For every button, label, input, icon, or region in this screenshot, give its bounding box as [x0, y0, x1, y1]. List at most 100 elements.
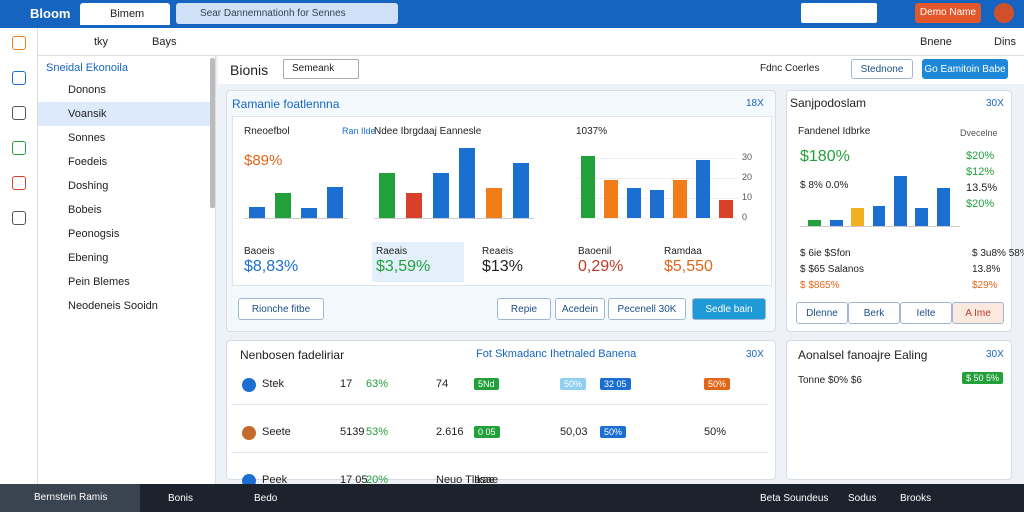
stat-label: Ramdaa [664, 246, 702, 257]
bar [936, 188, 950, 226]
toolbar [38, 28, 1024, 56]
sidebar-title: Sneidal Ekonoila [46, 62, 128, 74]
table-subtitle: Fot Skmadanc Ihetnaled Banena [476, 348, 637, 360]
bar [580, 156, 595, 218]
logo: Bloom [30, 6, 71, 21]
nav-item[interactable]: Pein Blemes [68, 276, 130, 288]
bottom-badge: 30X [986, 349, 1004, 360]
nav-item[interactable]: Peonogsis [68, 228, 120, 240]
chart-legend: Ran Ilde [342, 126, 376, 136]
nav-item[interactable]: Donons [68, 84, 106, 96]
bar [249, 207, 265, 218]
side-row-cell: $ 6ie $Sfon [800, 248, 851, 259]
row-divider [232, 404, 768, 405]
side-value-right: $12% [966, 166, 995, 178]
y-tick-label: 30 [742, 152, 753, 162]
page-title: Bionis [230, 62, 269, 78]
side-value: $180% [800, 148, 850, 165]
nav-item[interactable]: Neodeneis Sooidn [68, 300, 158, 312]
nav-item[interactable]: Voansik [38, 102, 210, 126]
row-divider [232, 452, 768, 453]
task-app[interactable]: Bonis [168, 493, 194, 504]
icon [12, 141, 26, 155]
y-tick-label: 20 [742, 172, 753, 182]
taskbar [0, 484, 1024, 512]
table-cell: 0 05 [474, 426, 500, 438]
stat-label: Baoeis [244, 246, 275, 257]
nav-item[interactable]: Doshing [68, 180, 109, 192]
button[interactable]: Sedle bain [692, 298, 766, 320]
tool[interactable]: Bnene [920, 36, 952, 48]
toolbar-back[interactable]: tky [94, 36, 109, 48]
filter[interactable]: Fdnc Coerles [760, 63, 820, 74]
bottom-tag: $ 50 5% [962, 372, 1004, 384]
bar [626, 188, 641, 218]
button-primary[interactable]: Go Eamitoin Babe [922, 59, 1008, 79]
side-row-cell: $ 3u8% 58% [972, 248, 1024, 259]
bar [432, 173, 449, 218]
tool[interactable]: Dins [994, 36, 1017, 48]
table-cell: 17 05 [340, 474, 368, 486]
stat-value: $8,83% [244, 258, 299, 275]
side-subtitle: Fandenel Idbrke [798, 126, 871, 137]
search[interactable]: Sear Dannemnationh for Sennes [176, 3, 398, 24]
bar [894, 176, 907, 226]
task-tray[interactable]: Sodus [848, 493, 877, 504]
nav-item[interactable]: Sonnes [68, 132, 106, 144]
table-badge: 30X [746, 349, 764, 360]
side-button[interactable]: Ielte [900, 302, 952, 324]
y-tick-label: 10 [742, 192, 753, 202]
nav-item[interactable]: Foedeis [68, 156, 108, 168]
task-tray[interactable]: Beta Soundeus [760, 493, 829, 504]
icon-column [0, 28, 38, 484]
side-button[interactable]: Dlenne [796, 302, 848, 324]
button[interactable]: Rionche fitbe [238, 298, 324, 320]
table-panel [226, 340, 776, 480]
side-baseline [800, 226, 960, 227]
row-icon [242, 378, 256, 392]
tab[interactable]: Bimem [80, 3, 170, 25]
bar [829, 220, 843, 226]
button[interactable]: Repie [497, 298, 551, 320]
bar [673, 180, 688, 218]
table-cell: 50% [704, 378, 731, 390]
task-tray[interactable]: Brooks [900, 493, 932, 504]
stat-value: $3,59% [376, 258, 431, 275]
bar [301, 208, 317, 218]
side-button[interactable]: A Ime [952, 302, 1004, 324]
task-user[interactable]: Bernstein Ramis [0, 484, 140, 512]
table-cell: 20% [366, 474, 389, 486]
table-cell: 5Nd [474, 378, 499, 390]
table-cell: Ikae [474, 474, 495, 486]
task-app[interactable]: Bedo [254, 493, 278, 504]
baseline [374, 218, 534, 219]
side-button[interactable]: Berk [848, 302, 900, 324]
bar [327, 187, 343, 218]
toolbar-pages[interactable]: Bays [152, 36, 177, 48]
bar [379, 173, 396, 218]
search-input[interactable] [801, 3, 877, 23]
sidebar [38, 56, 216, 484]
table-cell: 74 [436, 378, 449, 390]
bar [719, 200, 734, 218]
button-secondary[interactable]: Stednone [851, 59, 913, 79]
grid-line [576, 218, 738, 219]
button[interactable]: Pecenell 30K [608, 298, 686, 320]
dropdown[interactable]: Semeank [283, 59, 359, 79]
bar [275, 193, 291, 218]
table-cell: 53% [366, 426, 389, 438]
user-button[interactable]: Demo Name [915, 3, 981, 23]
bar [603, 180, 618, 218]
chart-value: $89% [244, 152, 283, 169]
nav-item[interactable]: Ebening [68, 252, 109, 264]
nav-item[interactable]: Bobeis [68, 204, 102, 216]
chart-title: 1037% [576, 126, 608, 137]
table-cell: 32 05 [600, 378, 631, 390]
button[interactable]: Acedein [555, 298, 605, 320]
icon [12, 106, 26, 120]
table-title: Nenbosen fadeliriar [240, 348, 345, 362]
bar [650, 190, 664, 218]
side-caption: $ 8% 0.0% [800, 180, 849, 191]
stat-value: 0,29% [578, 258, 624, 275]
